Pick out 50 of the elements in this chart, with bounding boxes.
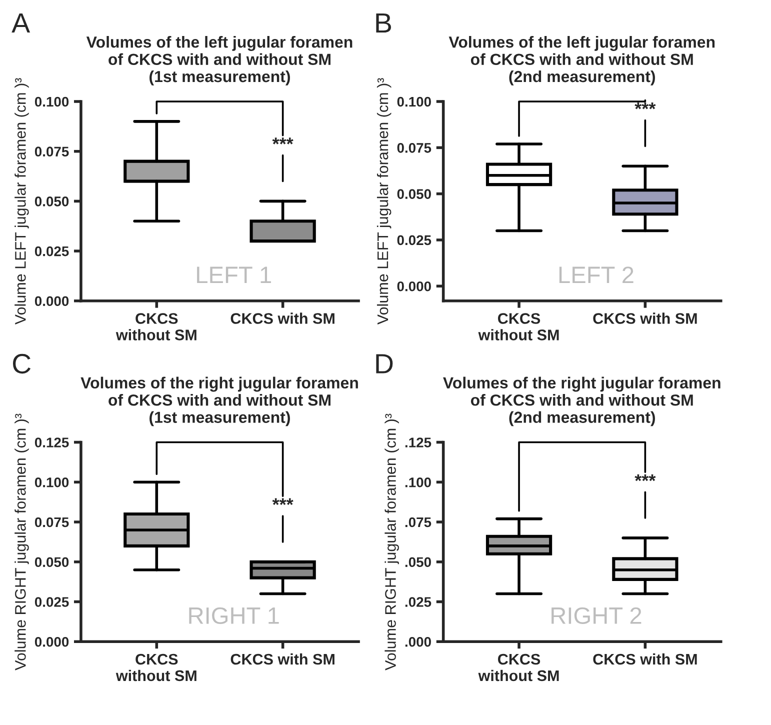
x-tick-label: CKCS with SM [230,312,334,324]
x-tick-label: CKCS with SM [230,653,334,665]
annotation: *** [634,102,656,110]
y-axis-title: Volume RIGHT jugular foramen (cm )³ [14,414,29,670]
chart-title: Volumes of the right jugular foramen of CKCS with and without SM (1st measurement) [80,376,358,426]
chart-title: Volumes of the left jugular foramen of CKCS with and without SM (2nd measurement) [448,36,715,86]
y-tick-label: 0.100 [397,96,431,107]
text: B [376,13,391,33]
x-tick-label: CKCS with SM [593,312,697,324]
y-tick-label: .000 [405,636,431,647]
y-tick-label: .125 [405,438,432,448]
y-tick-label: 0.050 [397,189,431,199]
annotation: RIGHT 1 [189,607,279,624]
x-tick-label: CKCS with SM [593,653,697,665]
y-tick-label: .025 [405,597,432,607]
annotation: LEFT 1 [197,266,271,284]
y-tick-label: 0.050 [34,557,69,568]
annotation: *** [272,498,294,506]
y-tick-label: .100 [405,477,431,488]
x-tick-label: CKCS without SM [478,313,559,340]
chart-title: Volumes of the right jugular foramen of CKCS with and without SM (2nd measurement) [443,376,720,426]
y-tick-label: 0.100 [34,477,69,488]
x-tick-label: CKCS without SM [116,313,196,340]
text: C [12,354,31,374]
y-tick-label: 0.125 [34,438,69,448]
y-axis-title: Volume LEFT jugular foramen (cm )³ [14,78,29,325]
y-tick-label: 0.075 [34,517,69,528]
y-tick-label: 0.025 [397,235,432,246]
y-tick-label: 0.100 [34,96,69,107]
y-tick-label: 0.075 [397,142,432,153]
y-tick-label: 0.000 [34,636,69,647]
y-tick-label: 0.000 [34,296,69,306]
y-axis-title: Volume RIGHT jugular foramen (cm )³ [384,414,399,670]
x-tick-label: CKCS without SM [116,654,196,682]
text: A [12,13,30,33]
annotation: LEFT 2 [559,266,634,284]
y-axis-title: Volume LEFT jugular foramen (cm )³ [376,78,392,325]
y-tick-label: 0.050 [34,196,69,206]
y-tick-label: 0.075 [34,146,69,157]
text: D [376,354,393,374]
chart-title: Volumes of the left jugular foramen of CKCS with and without SM (1st measurement) [86,36,352,86]
annotation: *** [272,138,294,144]
annotation: RIGHT 2 [552,607,642,624]
x-tick-label: CKCS without SM [478,654,559,682]
y-tick-label: .050 [405,557,431,568]
y-tick-label: 0.000 [397,281,431,292]
y-tick-label: 0.025 [34,246,69,256]
y-tick-label: .075 [405,517,432,528]
annotation: *** [634,474,656,482]
y-tick-label: 0.025 [34,597,69,607]
